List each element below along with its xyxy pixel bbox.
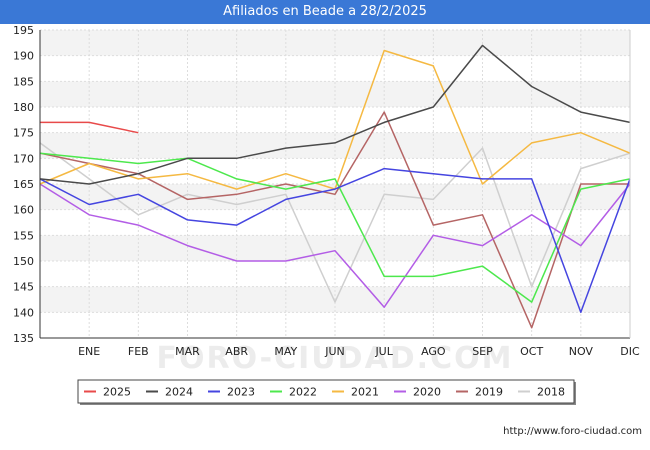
x-tick-label: JUN xyxy=(324,345,345,358)
y-tick-label: 190 xyxy=(13,50,34,63)
y-tick-label: 175 xyxy=(13,127,34,140)
legend-label-2021: 2021 xyxy=(351,386,379,399)
series-line-2023 xyxy=(39,167,631,314)
series-line-2020 xyxy=(39,183,631,308)
y-tick-label: 145 xyxy=(13,281,34,294)
x-tick-label: JUL xyxy=(374,345,393,358)
y-tick-label: 180 xyxy=(13,101,34,114)
chart-title: Afiliados en Beade a 28/2/2025 xyxy=(0,0,650,24)
legend-label-2023: 2023 xyxy=(227,386,255,399)
legend-label-2019: 2019 xyxy=(475,386,503,399)
y-tick-label: 185 xyxy=(13,75,34,88)
x-tick-label: MAR xyxy=(175,345,200,358)
legend-label-2025: 2025 xyxy=(103,386,131,399)
series-line-2018 xyxy=(39,142,631,303)
legend-label-2020: 2020 xyxy=(413,386,441,399)
y-tick-labels: 135 140 145 150 155 160 165 170 175 180 185 190 195 xyxy=(13,24,34,345)
legend-label-2022: 2022 xyxy=(289,386,317,399)
x-tick-label: ABR xyxy=(225,345,248,358)
y-tick-label: 195 xyxy=(13,24,34,37)
y-tick-label: 140 xyxy=(13,306,34,319)
series-line-2024 xyxy=(39,44,631,185)
y-tick-label: 165 xyxy=(13,178,34,191)
x-tick-label: NOV xyxy=(569,345,594,358)
legend: 2025 2024 2023 2022 2021 2020 2019 2018 xyxy=(77,379,576,405)
x-tick-labels: ENE FEB MAR ABR MAY JUN JUL AGO SEP OCT NOV DIC xyxy=(78,345,640,358)
legend-label-2018: 2018 xyxy=(537,386,565,399)
y-tick-label: 155 xyxy=(13,229,34,242)
y-tick-label: 170 xyxy=(13,152,34,165)
x-tick-label: SEP xyxy=(472,345,493,358)
series-line-2022 xyxy=(39,152,631,303)
y-tick-label: 135 xyxy=(13,332,34,345)
x-tick-label: DIC xyxy=(620,345,640,358)
legend-box xyxy=(77,379,575,404)
series-lines xyxy=(39,44,631,329)
y-tick-label: 160 xyxy=(13,204,34,217)
x-tick-label: OCT xyxy=(520,345,543,358)
series-line-2025 xyxy=(40,121,139,134)
x-tick-label: AGO xyxy=(421,345,446,358)
watermark: FORO-CIUDAD.COM xyxy=(157,341,514,376)
x-tick-label: FEB xyxy=(128,345,149,358)
x-tick-label: MAY xyxy=(274,345,297,358)
x-tick-label: ENE xyxy=(78,345,100,358)
y-tick-label: 150 xyxy=(13,255,34,268)
legend-label-2024: 2024 xyxy=(165,386,193,399)
footer-url: http://www.foro-ciudad.com xyxy=(503,426,642,437)
axes xyxy=(39,30,631,339)
